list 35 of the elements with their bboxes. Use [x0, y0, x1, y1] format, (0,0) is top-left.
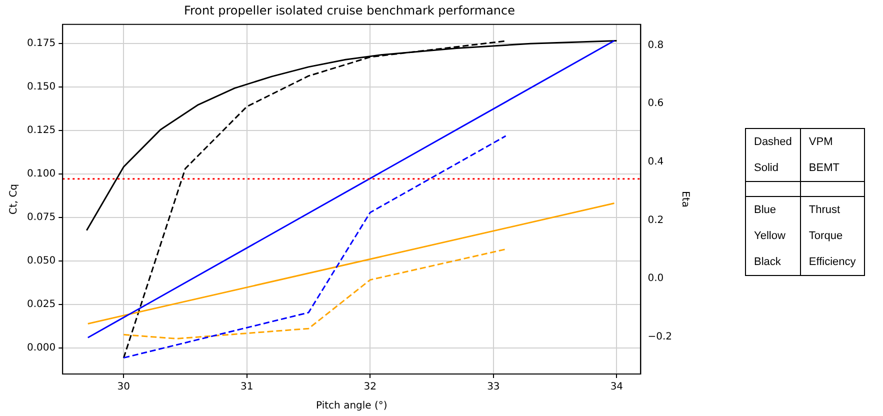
line-series: [122, 135, 506, 359]
line-series: [122, 248, 506, 340]
chart-title: Front propeller isolated cruise benchmark performance: [184, 3, 516, 18]
x-tick-label: 32: [364, 382, 377, 393]
text: Solid: [746, 155, 800, 182]
y2-tick-label: −0.2: [648, 331, 672, 342]
text: BEMT: [800, 155, 864, 182]
y-tick-label: 0.050: [26, 256, 56, 267]
text: Efficiency: [800, 248, 864, 275]
y2-tick-label: 0.2: [648, 214, 664, 226]
text: Blue: [746, 196, 800, 222]
x-tick-label: 30: [117, 382, 130, 393]
y-tick-label: 0.025: [26, 299, 56, 310]
y2-axis-title: Eta: [679, 191, 690, 208]
text: VPM: [800, 128, 864, 155]
y-tick-label: 0.125: [26, 125, 56, 136]
y-tick-label: 0.150: [26, 82, 56, 93]
x-axis-title: Pitch angle (°): [316, 400, 388, 412]
text: Dashed: [746, 128, 800, 155]
y-tick-label: 0.075: [26, 212, 56, 224]
y2-tick-label: 0.4: [648, 156, 664, 168]
y2-tick-label: 0.0: [648, 273, 664, 284]
text: Torque: [800, 222, 864, 248]
y2-tick-label: 0.8: [648, 40, 664, 51]
text: Thrust: [800, 196, 864, 222]
x-tick-label: 34: [610, 382, 624, 393]
y-axis-title: Ct, Cq: [8, 184, 20, 214]
y-tick-label: 0.175: [26, 38, 56, 50]
text: Black: [746, 248, 800, 275]
y-tick-label: 0.100: [26, 168, 56, 180]
text: Yellow: [746, 222, 800, 248]
x-tick-label: 31: [240, 382, 254, 393]
x-tick-label: 33: [487, 382, 500, 393]
y-tick-label: 0.000: [26, 342, 56, 354]
y2-tick-label: 0.6: [648, 98, 664, 110]
